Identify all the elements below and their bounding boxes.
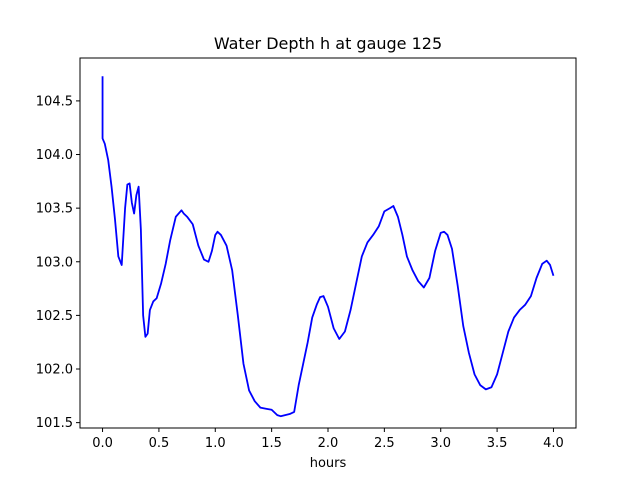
x-axis-ticks: 0.0 0.5 1.0 1.5 2.0 2.5 3.0 3.5 4.0 [92, 428, 564, 451]
y-axis-ticks: 101.5 102.0 102.5 103.0 103.5 104.0 104.5 [36, 94, 80, 431]
x-tick-label: 1.0 [205, 436, 226, 451]
y-tick-label: 104.5 [36, 94, 73, 109]
x-tick-label: 2.5 [374, 436, 395, 451]
y-tick-label: 103.5 [36, 202, 73, 217]
y-tick-label: 104.0 [36, 148, 73, 163]
x-tick-label: 2.0 [318, 436, 339, 451]
y-tick-label: 101.5 [36, 416, 73, 431]
series-line-0 [101, 76, 555, 418]
x-tick-label: 3.0 [430, 436, 451, 451]
chart-title: Water Depth h at gauge 125 [214, 34, 442, 53]
series-layer [101, 76, 555, 418]
x-tick-label: 1.5 [261, 436, 282, 451]
x-axis-label: hours [310, 456, 347, 471]
y-tick-label: 102.5 [36, 309, 73, 324]
x-tick-label: 0.0 [92, 436, 113, 451]
x-tick-label: 3.5 [487, 436, 508, 451]
plot-area [80, 58, 576, 428]
x-tick-label: 0.5 [149, 436, 170, 451]
x-tick-label: 4.0 [543, 436, 564, 451]
y-tick-label: 102.0 [36, 363, 73, 378]
y-tick-label: 103.0 [36, 255, 73, 270]
